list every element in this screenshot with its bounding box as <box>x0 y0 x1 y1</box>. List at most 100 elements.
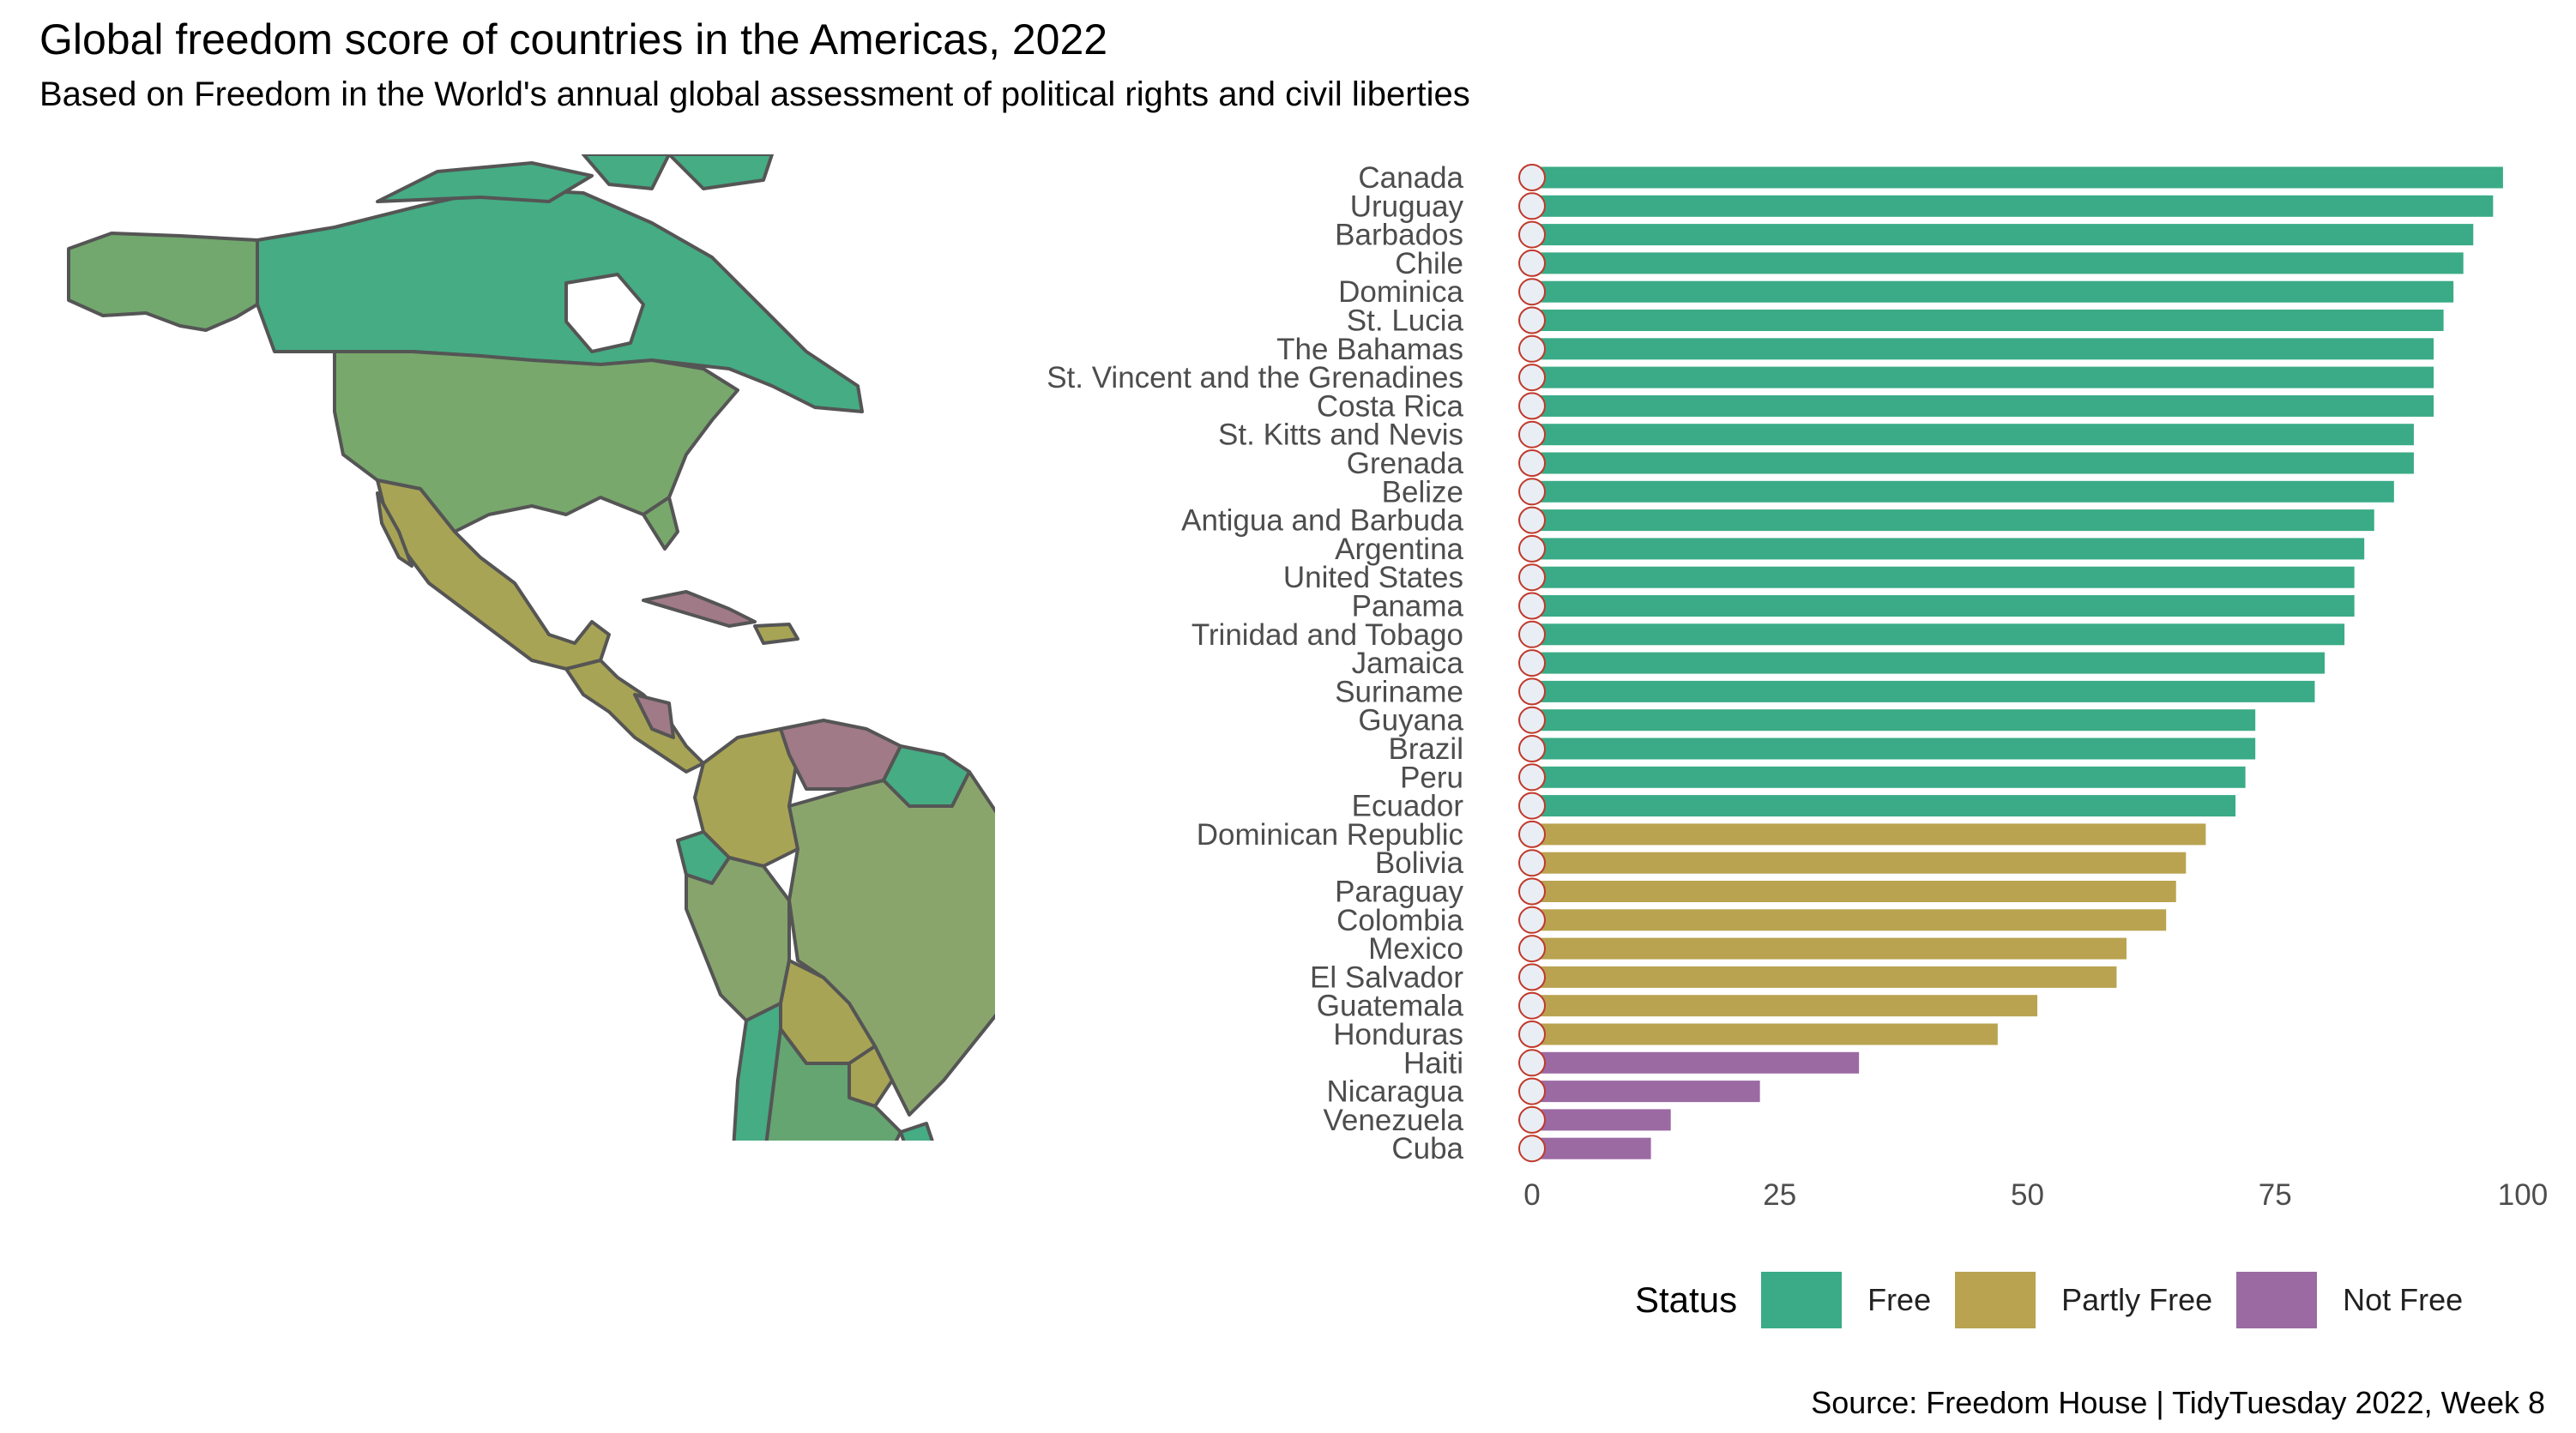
flag-icon-the-bahamas <box>1518 334 1546 363</box>
legend: Status Free Partly Free Not Free <box>1635 1269 2487 1331</box>
bar-brazil <box>1532 738 2256 760</box>
bar-dominica <box>1532 280 2454 303</box>
category-label-paraguay: Paraguay <box>1335 876 1463 909</box>
flag-icon-st-kitts-and-nevis <box>1518 420 1546 449</box>
map-greenland-edge <box>667 154 774 190</box>
bar-colombia <box>1532 909 2167 931</box>
flag-icon-guyana <box>1518 706 1546 734</box>
americas-map <box>67 154 995 1141</box>
flag-icon-paraguay <box>1518 877 1546 906</box>
category-label-peru: Peru <box>1400 761 1463 794</box>
x-tick-label-50: 50 <box>2011 1178 2044 1212</box>
flag-icon-colombia <box>1518 906 1546 934</box>
flag-icon-st-lucia <box>1518 306 1546 334</box>
flag-icon-venezuela <box>1518 1105 1546 1134</box>
category-label-st-vincent-and-the-grenadines: St. Vincent and the Grenadines <box>1047 361 1463 394</box>
bar-st-vincent-and-the-grenadines <box>1532 366 2434 388</box>
category-label-cuba: Cuba <box>1391 1132 1463 1165</box>
flag-icon-trinidad-and-tobago <box>1518 620 1546 648</box>
category-label-nicaragua: Nicaragua <box>1326 1075 1463 1109</box>
flag-icon-cuba <box>1518 1135 1546 1163</box>
bar-st-kitts-and-nevis <box>1532 424 2414 446</box>
category-label-chile: Chile <box>1395 247 1463 280</box>
bar-uruguay <box>1532 195 2494 217</box>
category-label-jamaica: Jamaica <box>1352 647 1464 680</box>
flag-icon-argentina <box>1518 534 1546 563</box>
chart-caption: Source: Freedom House | TidyTuesday 2022… <box>1811 1385 2545 1420</box>
flag-icon-dominica <box>1518 278 1546 306</box>
map-arctic-islands <box>376 161 594 203</box>
category-label-costa-rica: Costa Rica <box>1317 389 1464 423</box>
flag-icon-panama <box>1518 592 1546 620</box>
category-label-dominican-republic: Dominican Republic <box>1197 818 1463 852</box>
bar-honduras <box>1532 1023 1998 1045</box>
map-baja <box>376 491 413 568</box>
flag-icon-canada <box>1518 164 1546 191</box>
category-label-panama: Panama <box>1352 590 1464 623</box>
category-label-uruguay: Uruguay <box>1350 190 1464 223</box>
flag-icon-ecuador <box>1518 792 1546 820</box>
flag-icon-peru <box>1518 763 1546 792</box>
flag-icon-guatemala <box>1518 991 1546 1020</box>
flag-icon-dominican-republic <box>1518 820 1546 848</box>
flag-icon-el-salvador <box>1518 963 1546 991</box>
bar-st-lucia <box>1532 310 2444 331</box>
category-label-ecuador: Ecuador <box>1352 790 1464 823</box>
x-tick-label-0: 0 <box>1523 1178 1540 1212</box>
category-label-grenada: Grenada <box>1347 447 1464 480</box>
category-label-suriname: Suriname <box>1335 675 1463 708</box>
flag-icon-bolivia <box>1518 849 1546 877</box>
category-label-the-bahamas: The Bahamas <box>1276 333 1463 366</box>
flag-icon-barbados <box>1518 220 1546 249</box>
x-tick-label-25: 25 <box>1763 1178 1796 1212</box>
category-label-haiti: Haiti <box>1403 1046 1463 1080</box>
map-cuba <box>642 590 757 628</box>
map-alaska <box>67 232 259 332</box>
flag-icon-nicaragua <box>1518 1077 1546 1105</box>
bar-mexico <box>1532 937 2127 960</box>
category-label-st-lucia: St. Lucia <box>1347 304 1464 338</box>
category-label-guatemala: Guatemala <box>1317 990 1464 1023</box>
map-hudson-bay <box>564 273 645 353</box>
flag-icon-costa-rica <box>1518 392 1546 420</box>
legend-title: Status <box>1635 1279 1738 1320</box>
bar-canada <box>1532 166 2503 189</box>
flag-icon-chile <box>1518 249 1546 277</box>
category-label-honduras: Honduras <box>1333 1018 1463 1051</box>
bar-venezuela <box>1532 1109 1671 1131</box>
bar-guyana <box>1532 709 2256 732</box>
flag-icon-suriname <box>1518 677 1546 706</box>
category-label-trinidad-and-tobago: Trinidad and Tobago <box>1191 618 1463 652</box>
bar-jamaica <box>1532 652 2325 674</box>
bar-grenada <box>1532 452 2414 474</box>
bar-antigua-and-barbuda <box>1532 509 2374 532</box>
category-label-united-states: United States <box>1283 561 1463 594</box>
bar-haiti <box>1532 1051 1860 1074</box>
bar-costa-rica <box>1532 394 2434 417</box>
flag-icon-mexico <box>1518 935 1546 963</box>
legend-key-not-free <box>2236 1272 2318 1328</box>
map-arctic-islands-2 <box>582 154 671 190</box>
flag-icon-grenada <box>1518 449 1546 477</box>
legend-label-partly-free: Partly Free <box>2061 1282 2213 1317</box>
category-label-canada: Canada <box>1358 161 1463 195</box>
category-label-brazil: Brazil <box>1388 732 1463 766</box>
flag-icon-st-vincent-and-the-grenadines <box>1518 364 1546 392</box>
bar-nicaragua <box>1532 1081 1760 1103</box>
category-label-venezuela: Venezuela <box>1324 1104 1464 1137</box>
map-florida <box>642 496 679 551</box>
flag-icon-honduras <box>1518 1021 1546 1048</box>
category-label-st-kitts-and-nevis: St. Kitts and Nevis <box>1218 418 1463 452</box>
category-label-dominica: Dominica <box>1338 275 1463 309</box>
flag-icon-brazil <box>1518 735 1546 762</box>
category-label-belize: Belize <box>1382 475 1463 509</box>
flag-icon-belize <box>1518 478 1546 506</box>
bar-trinidad-and-tobago <box>1532 623 2345 646</box>
legend-key-free <box>1761 1272 1843 1328</box>
map-brazil <box>787 770 995 1117</box>
bar-argentina <box>1532 538 2365 560</box>
category-label-colombia: Colombia <box>1336 904 1463 937</box>
legend-item-not-free: Not Free <box>2236 1272 2463 1328</box>
bar-the-bahamas <box>1532 338 2434 360</box>
bar-panama <box>1532 595 2355 617</box>
